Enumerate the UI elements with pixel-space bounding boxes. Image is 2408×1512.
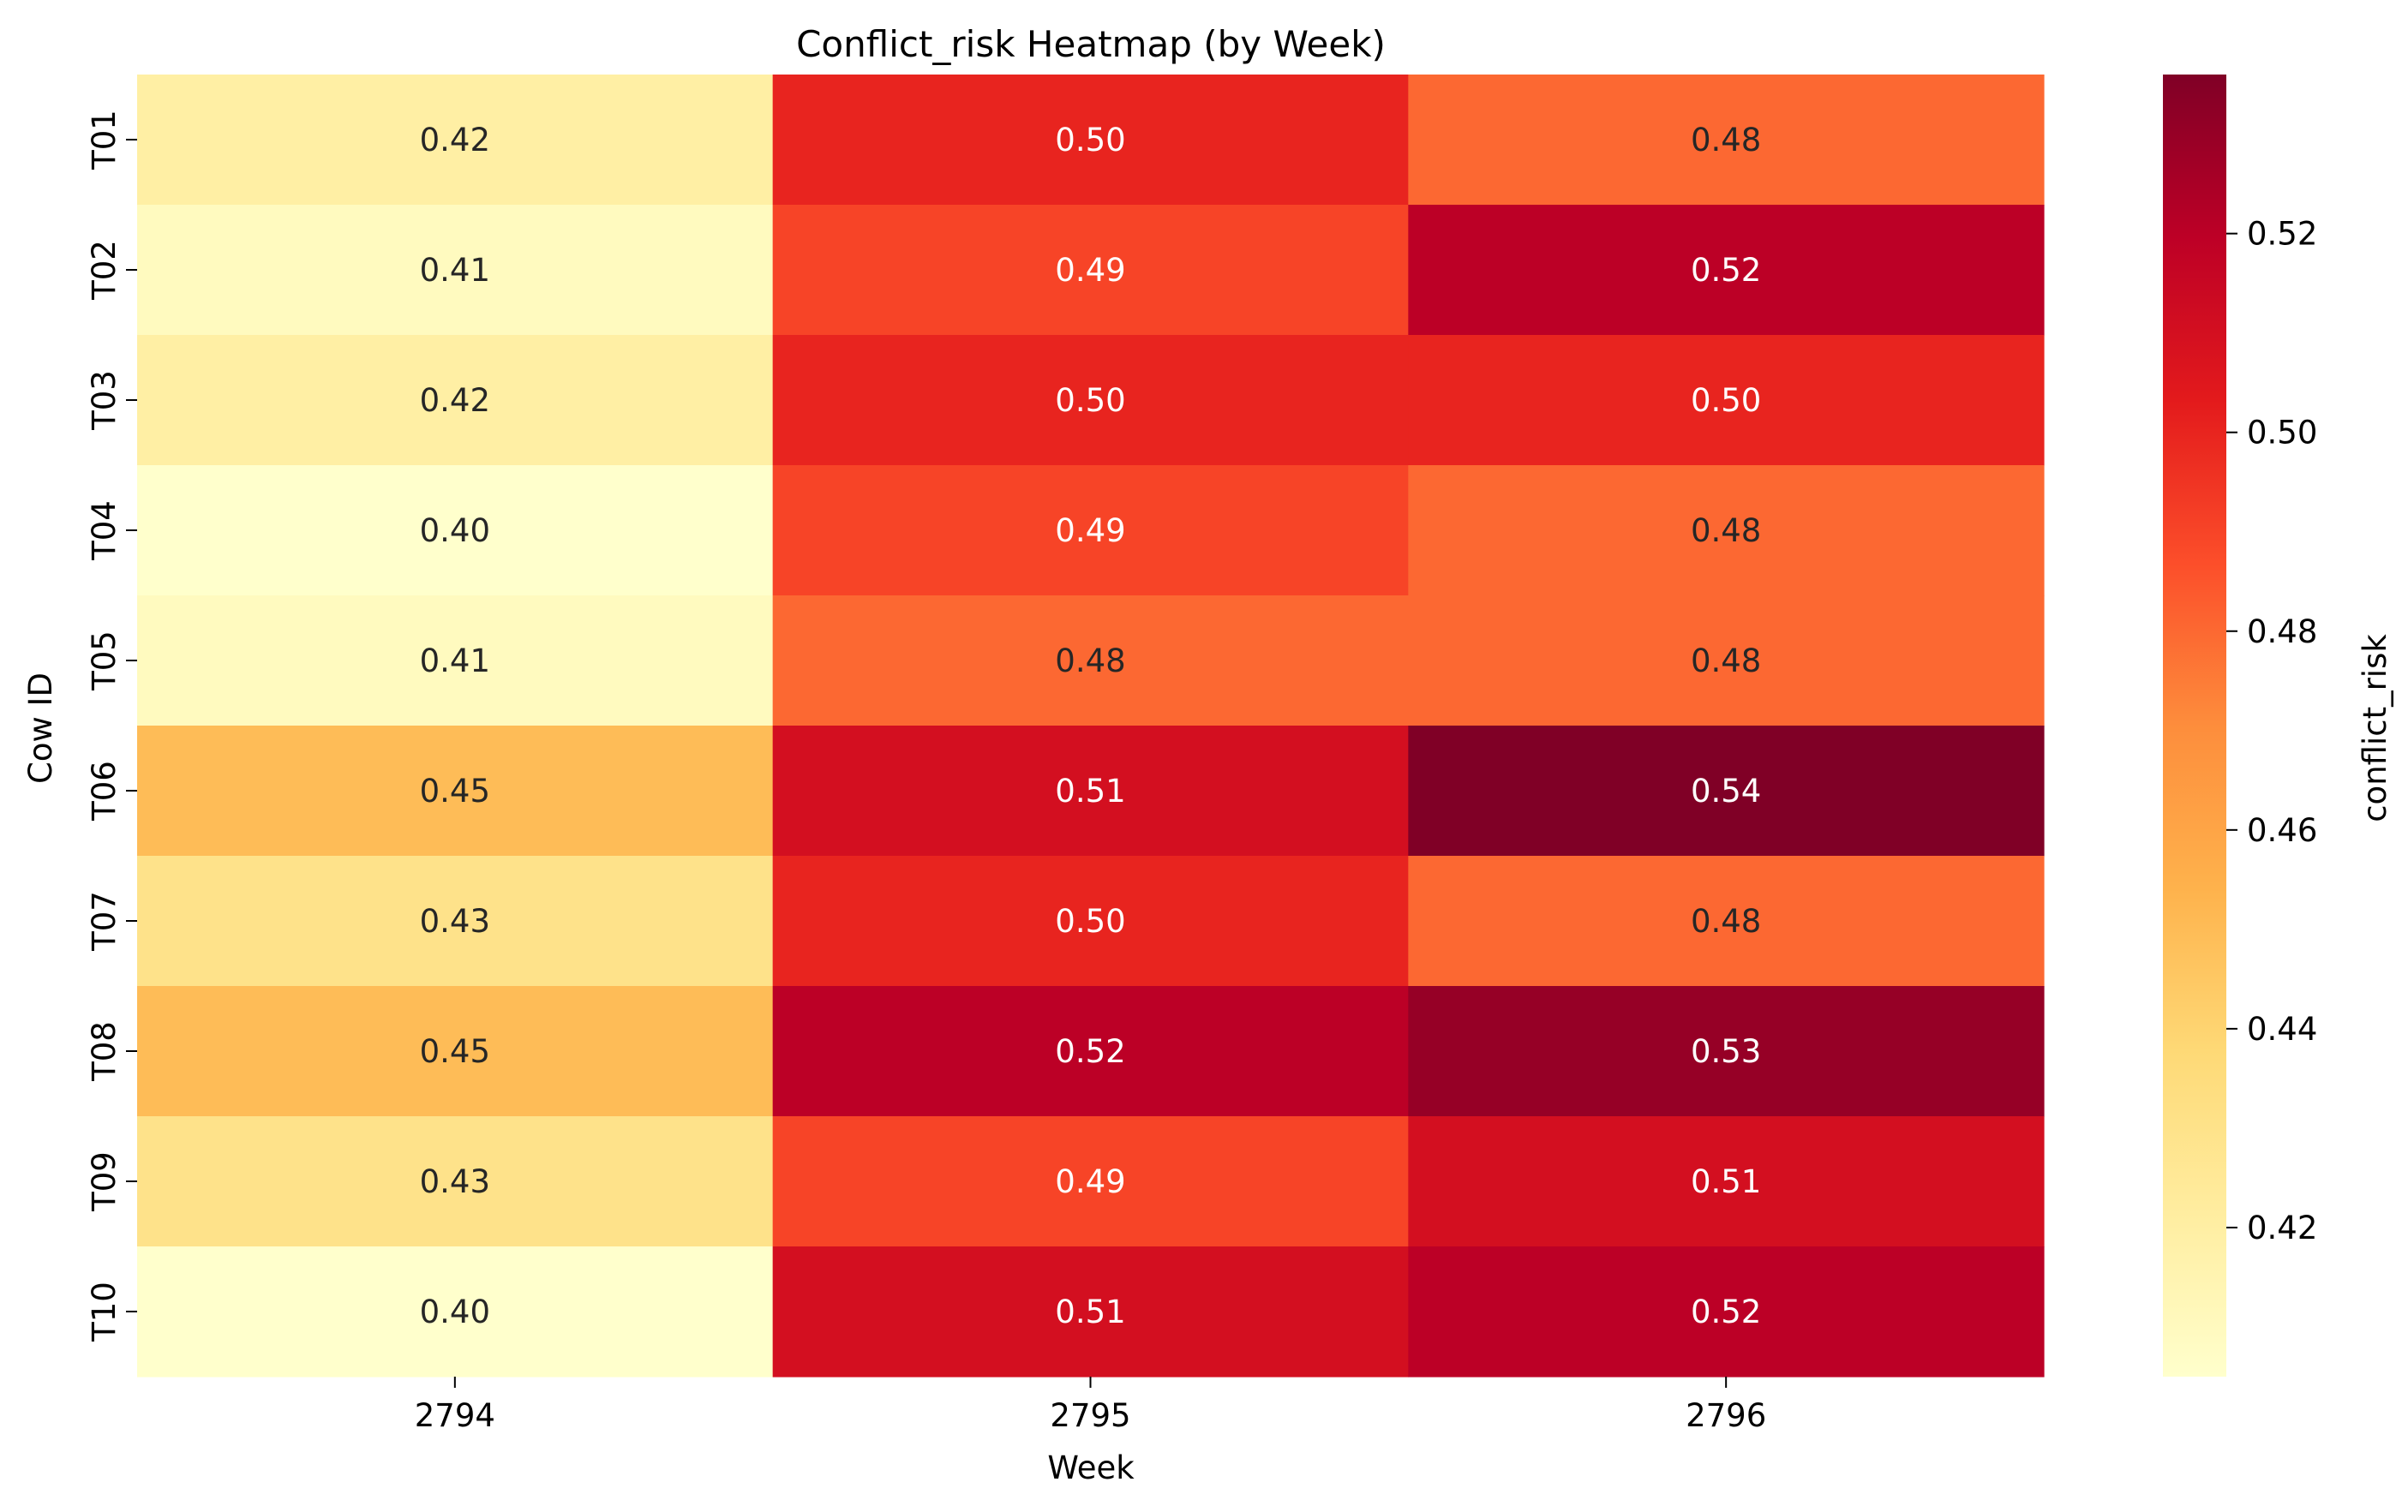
heatmap-cell [137,986,774,1117]
cell-value-label: 0.43 [420,903,490,940]
heatmap-cell [772,595,1409,726]
heatmap-cell [1408,595,2045,726]
y-axis-ticks: T01 T02 T03 T04 T05 T06 T07 T08 T09 T10 [86,110,137,1342]
cell-value-label: 0.49 [1055,252,1125,289]
y-tick-label: T02 [86,240,123,301]
cell-value-label: 0.50 [1055,122,1125,158]
cell-value-label: 0.42 [420,382,490,419]
y-tick-label: T07 [86,891,123,952]
x-tick-label: 2795 [1050,1397,1130,1434]
cell-value-label: 0.48 [1691,512,1761,549]
heatmap-cell [1408,75,2045,206]
cell-value-label: 0.45 [420,1033,490,1070]
heatmap-cell [1408,1246,2045,1378]
y-tick-label: T05 [86,630,123,691]
cell-value-label: 0.48 [1691,122,1761,158]
x-axis-ticks: 2794 2795 2796 [415,1377,1766,1434]
cell-value-label: 0.53 [1691,1033,1761,1070]
heatmap-cell [137,205,774,336]
heatmap-cell [772,75,1409,206]
cell-value-label: 0.45 [420,773,490,810]
colorbar-tick-label: 0.46 [2247,812,2317,849]
colorbar-tick-label: 0.44 [2247,1011,2317,1048]
heatmap-cell [137,465,774,596]
colorbar-tick-label: 0.50 [2247,415,2317,451]
cell-value-label: 0.51 [1055,773,1125,810]
heatmap-cell [1408,986,2045,1117]
cell-value-label: 0.49 [1055,512,1125,549]
y-tick-label: T04 [86,500,123,561]
colorbar-tick-label: 0.48 [2247,613,2317,650]
cell-value-label: 0.51 [1055,1294,1125,1330]
x-axis-label: Week [1047,1449,1135,1486]
cell-value-label: 0.48 [1691,642,1761,679]
cell-value-label: 0.40 [420,1294,490,1330]
y-axis-label: Cow ID [22,672,59,784]
heatmap-cell [772,465,1409,596]
heatmap-cell [1408,465,2045,596]
heatmap-cell [137,1246,774,1378]
cell-value-label: 0.40 [420,512,490,549]
colorbar-tick-label: 0.52 [2247,216,2317,253]
heatmap-cell [1408,856,2045,987]
cell-value-label: 0.41 [420,642,490,679]
cell-value-label: 0.43 [420,1163,490,1200]
y-tick-label: T01 [86,110,123,170]
cell-value-label: 0.50 [1055,382,1125,419]
y-tick-label: T03 [86,370,123,431]
heatmap-cell [1408,335,2045,466]
cell-value-label: 0.50 [1691,382,1761,419]
cell-value-label: 0.52 [1691,252,1761,289]
heatmap-cell [1408,1116,2045,1247]
colorbar [2163,75,2226,1377]
cell-value-label: 0.50 [1055,903,1125,940]
heatmap-cell [1408,205,2045,336]
y-tick-label: T08 [86,1021,123,1082]
y-tick-label: T10 [86,1282,123,1342]
cell-value-label: 0.41 [420,252,490,289]
cell-value-label: 0.54 [1691,773,1761,810]
heatmap-cell [137,856,774,987]
heatmap-cell [772,335,1409,466]
heatmap-cell [137,75,774,206]
cell-value-label: 0.49 [1055,1163,1125,1200]
heatmap-cell [137,726,774,857]
heatmap-cell [772,986,1409,1117]
cell-value-label: 0.48 [1055,642,1125,679]
heatmap-cell [137,335,774,466]
colorbar-tick-label: 0.42 [2247,1210,2317,1246]
heatmap-cell [772,205,1409,336]
y-tick-label: T06 [86,761,123,822]
colorbar-label: conflict_risk [2357,634,2393,822]
heatmap-cell [772,726,1409,857]
cell-value-label: 0.42 [420,122,490,158]
heatmap-cell [137,1116,774,1247]
cell-value-label: 0.48 [1691,903,1761,940]
x-tick-label: 2794 [415,1397,495,1434]
heatmap-cell [1408,726,2045,857]
x-tick-label: 2796 [1686,1397,1766,1434]
heatmap-cell [137,595,774,726]
cell-value-label: 0.52 [1055,1033,1125,1070]
y-tick-label: T09 [86,1151,123,1212]
heatmap-cell [772,1116,1409,1247]
heatmap-cell [772,856,1409,987]
cell-value-label: 0.52 [1691,1294,1761,1330]
heatmap-cells [137,75,2045,1378]
heatmap-cell-labels: 0.42 0.50 0.48 0.41 0.49 0.52 0.42 0.50 0.50 0.40… [420,122,1762,1330]
heatmap-cell [772,1246,1409,1378]
cell-value-label: 0.51 [1691,1163,1761,1200]
colorbar-ticks: 0.42 0.44 0.46 0.48 0.50 0.52 [2226,216,2317,1246]
chart-title: Conflict_risk Heatmap (by Week) [796,23,1386,65]
